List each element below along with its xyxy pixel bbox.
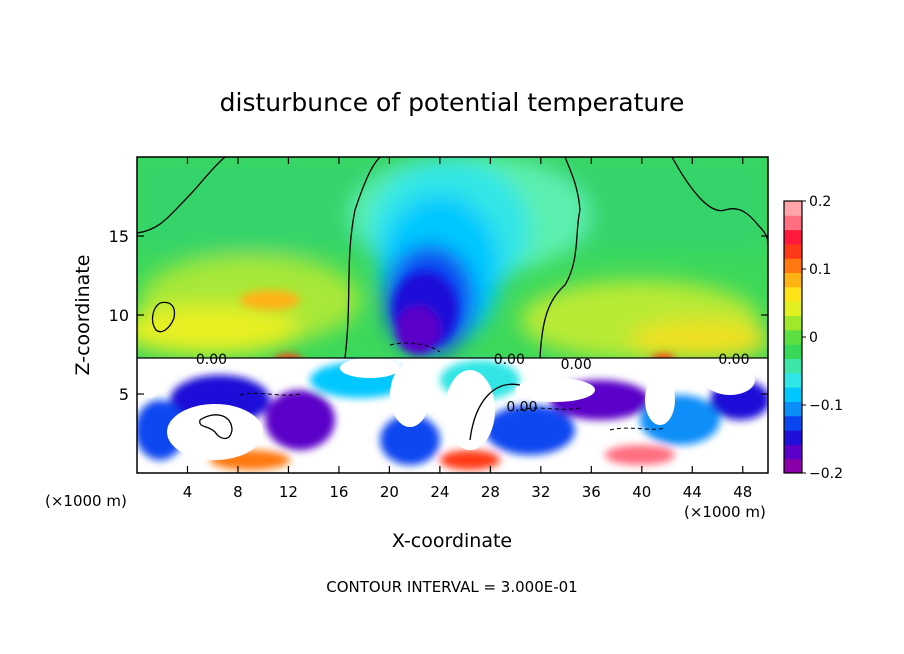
colorbar-segment bbox=[784, 315, 802, 331]
colorbar-tick-label: −0.2 bbox=[809, 466, 843, 482]
x-tick-label: 8 bbox=[233, 483, 243, 501]
colorbar-segment bbox=[784, 286, 802, 302]
contour-label: 0.00 bbox=[196, 352, 227, 368]
colorbar-segment bbox=[784, 329, 802, 345]
colorbar-segment bbox=[784, 415, 802, 431]
colorbar-segment bbox=[784, 444, 802, 460]
colorbar-segment bbox=[784, 430, 802, 445]
x-tick-label: 48 bbox=[733, 483, 752, 501]
contour-labels: 0.00 0.00 0.00 0.00 0.00 bbox=[196, 352, 750, 415]
y-axis-label: Z-coordinate bbox=[72, 255, 94, 376]
contour-label: 0.00 bbox=[494, 352, 525, 368]
colorbar-segment bbox=[784, 387, 802, 402]
contour-interval-note: CONTOUR INTERVAL = 3.000E-01 bbox=[326, 578, 577, 596]
colorbar-segment bbox=[784, 372, 802, 388]
colorbar-segment bbox=[784, 258, 802, 274]
y-tick-label: 5 bbox=[119, 385, 129, 404]
colorbar-segment bbox=[784, 344, 802, 359]
y-tick-label: 15 bbox=[109, 227, 129, 246]
x-unit-note-right: (×1000 m) bbox=[684, 503, 766, 521]
x-tick-label: 40 bbox=[632, 483, 651, 501]
y-tick-label: 10 bbox=[109, 306, 129, 325]
colorbar-segment bbox=[784, 201, 802, 216]
x-tick-label: 28 bbox=[481, 483, 500, 501]
colorbar-tick-label: −0.1 bbox=[809, 398, 843, 414]
x-tick-label: 32 bbox=[531, 483, 550, 501]
y-axis: 5 10 15 bbox=[109, 227, 768, 404]
colorbar-segment bbox=[784, 272, 802, 288]
x-tick-label: 16 bbox=[329, 483, 348, 501]
x-tick-label: 12 bbox=[279, 483, 298, 501]
colorbar-segment bbox=[784, 301, 802, 317]
colorbar-segment bbox=[784, 401, 802, 417]
x-tick-label: 24 bbox=[430, 483, 449, 501]
colorbar-segment bbox=[784, 229, 802, 245]
colorbar-segment bbox=[784, 215, 802, 231]
colorbar-segment bbox=[784, 458, 802, 474]
colorbar-tick-label: 0 bbox=[809, 330, 818, 346]
colorbar-tick-label: 0.2 bbox=[809, 194, 831, 210]
colorbar: 0.2 0.1 0 −0.1 −0.2 bbox=[783, 194, 843, 482]
x-tick-label: 20 bbox=[380, 483, 399, 501]
contour-label: 0.00 bbox=[561, 357, 592, 373]
colorbar-tick-label: 0.1 bbox=[809, 262, 831, 278]
heatmap-field bbox=[137, 157, 768, 473]
contour-label: 0.00 bbox=[718, 352, 749, 368]
x-tick-label: 4 bbox=[183, 483, 193, 501]
x-axis-label: X-coordinate bbox=[392, 530, 512, 552]
colorbar-segment bbox=[784, 358, 802, 374]
x-tick-label: 36 bbox=[582, 483, 601, 501]
colorbar-segment bbox=[784, 243, 802, 259]
contour-label: 0.00 bbox=[506, 400, 537, 416]
x-axis: 4 8 12 16 20 24 28 32 36 40 44 48 bbox=[183, 157, 752, 501]
chart-title: disturbunce of potential temperature bbox=[220, 88, 685, 117]
x-unit-note-left: (×1000 m) bbox=[45, 492, 127, 510]
x-tick-label: 44 bbox=[683, 483, 702, 501]
